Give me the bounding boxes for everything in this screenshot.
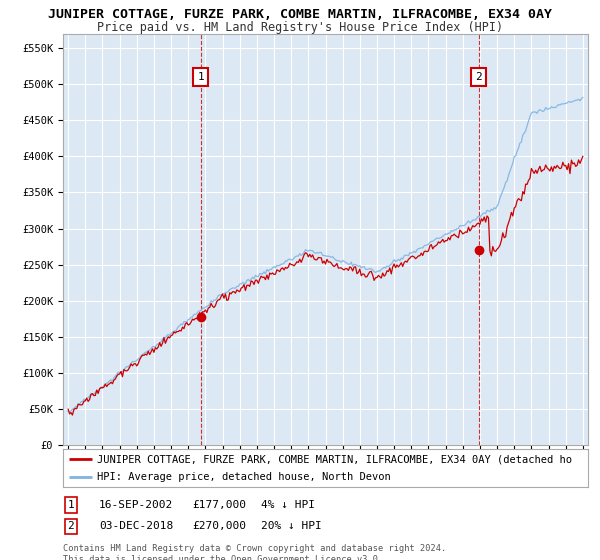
Text: 20% ↓ HPI: 20% ↓ HPI [261, 521, 322, 531]
Text: £270,000: £270,000 [192, 521, 246, 531]
Text: £177,000: £177,000 [192, 500, 246, 510]
Text: JUNIPER COTTAGE, FURZE PARK, COMBE MARTIN, ILFRACOMBE, EX34 0AY: JUNIPER COTTAGE, FURZE PARK, COMBE MARTI… [48, 8, 552, 21]
Text: 03-DEC-2018: 03-DEC-2018 [99, 521, 173, 531]
Text: 16-SEP-2002: 16-SEP-2002 [99, 500, 173, 510]
Text: Contains HM Land Registry data © Crown copyright and database right 2024.
This d: Contains HM Land Registry data © Crown c… [63, 544, 446, 560]
Text: 4% ↓ HPI: 4% ↓ HPI [261, 500, 315, 510]
Text: 1: 1 [197, 72, 204, 82]
Text: HPI: Average price, detached house, North Devon: HPI: Average price, detached house, Nort… [97, 472, 391, 482]
Text: JUNIPER COTTAGE, FURZE PARK, COMBE MARTIN, ILFRACOMBE, EX34 0AY (detached ho: JUNIPER COTTAGE, FURZE PARK, COMBE MARTI… [97, 454, 572, 464]
Text: 2: 2 [67, 521, 74, 531]
Text: Price paid vs. HM Land Registry's House Price Index (HPI): Price paid vs. HM Land Registry's House … [97, 21, 503, 34]
Text: 1: 1 [67, 500, 74, 510]
Text: 2: 2 [475, 72, 482, 82]
